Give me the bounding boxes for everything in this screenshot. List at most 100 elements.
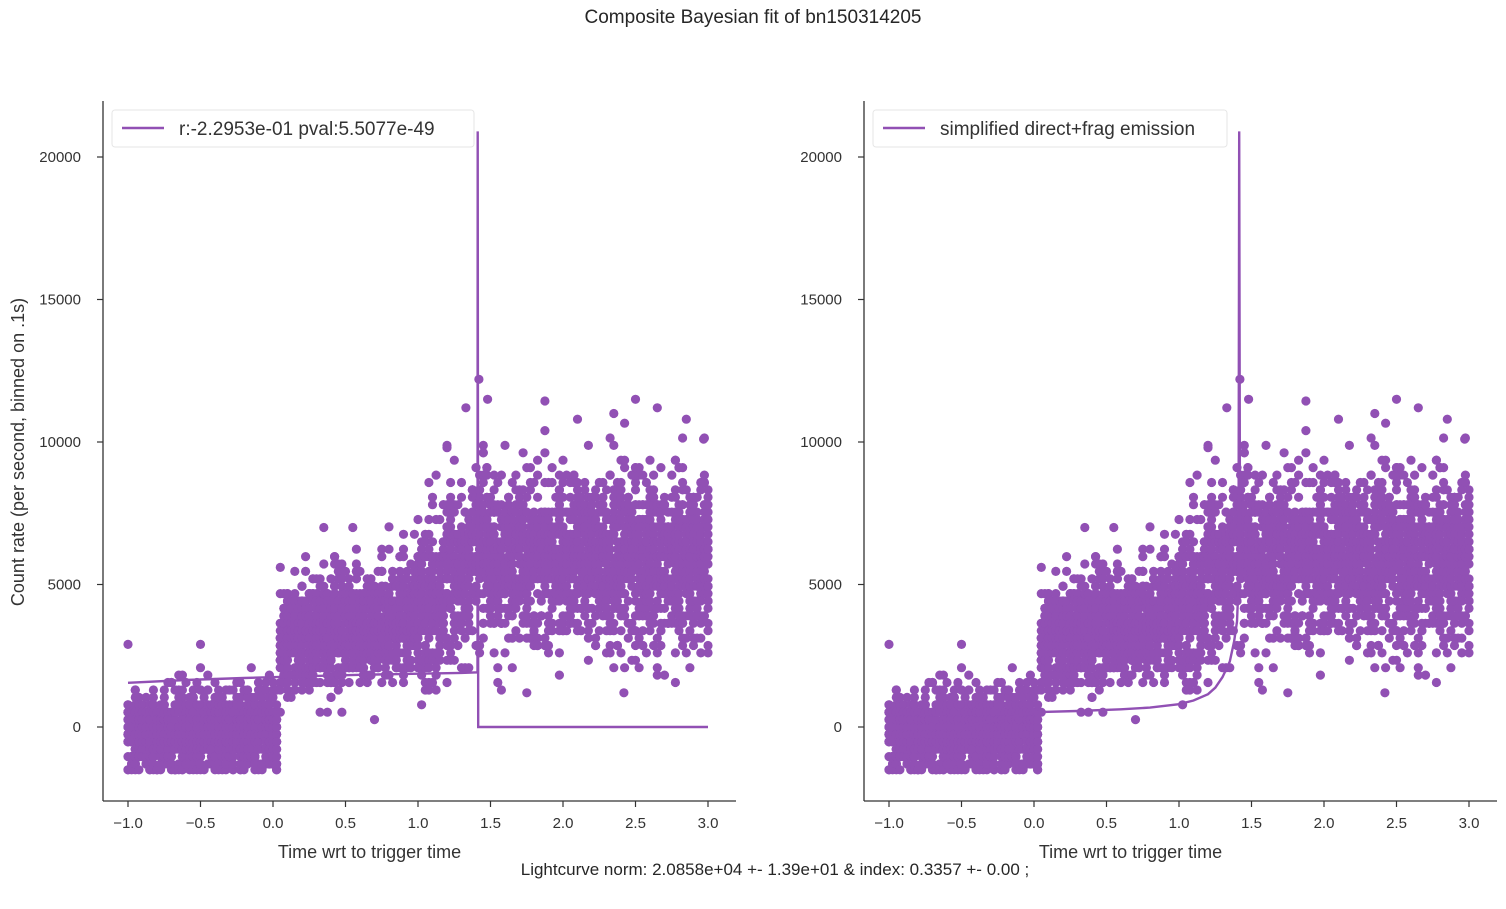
data-point [384,522,394,532]
data-point [525,596,536,606]
data-point [431,685,441,695]
y-tick-label: 20000 [39,149,81,166]
data-point [377,566,387,577]
data-point [703,485,713,495]
data-point [166,752,177,762]
data-point [272,715,282,725]
data-point [330,589,340,599]
data-point [243,685,253,695]
data-point [351,544,361,554]
x-tick-label: 0.0 [263,815,284,832]
data-point [547,477,557,488]
data-point [667,470,677,480]
data-point [609,408,619,419]
data-point [337,574,347,584]
data-point [301,566,311,577]
data-point [163,744,173,754]
data-point [558,455,568,465]
data-point [304,633,314,643]
data-point [620,418,630,428]
data-point [348,596,358,606]
data-point [511,470,521,480]
data-point [159,700,169,710]
data-point [123,700,133,710]
data-point [384,544,394,554]
data-point [322,589,332,599]
data-point [188,707,198,717]
data-point [297,618,307,628]
data-point [333,618,343,628]
data-point [148,700,158,710]
data-point [540,426,550,436]
data-point [456,477,467,488]
data-point [257,692,267,703]
data-point [703,596,713,606]
data-point [344,677,354,688]
data-point [398,677,409,688]
data-point [964,685,974,695]
data-point [330,581,340,591]
data-point [261,685,271,695]
data-point [616,648,626,658]
data-point [699,434,709,444]
data-point [703,544,713,554]
data-point [525,463,536,473]
data-point [964,670,974,680]
y-tick-label: 10000 [39,434,81,451]
data-point [304,603,314,614]
data-point [696,633,706,643]
data-point [195,685,206,695]
data-point [703,648,713,658]
data-point [199,692,209,703]
data-points [123,374,713,775]
data-point [956,663,967,673]
data-point [340,566,351,577]
data-point [275,562,285,573]
x-tick-label: −0.5 [186,815,216,832]
data-point [250,752,260,762]
data-point [195,639,206,650]
data-point [703,618,713,628]
data-point [449,655,459,665]
data-point [195,663,206,673]
data-point [148,692,158,703]
data-point [243,759,253,769]
data-point [362,677,372,688]
data-point [319,522,329,533]
x-tick-label: −1.0 [113,815,143,832]
data-point [583,655,594,665]
data-point [478,633,488,643]
data-point [123,639,133,650]
data-point [630,485,641,495]
data-point [297,640,307,651]
data-point [315,677,325,688]
data-point [315,707,325,717]
data-point [319,581,329,591]
data-point [583,440,594,450]
data-point [942,677,952,688]
data-point [319,626,329,636]
data-point [461,403,471,413]
data-point [398,544,409,554]
data-point [895,765,905,775]
data-point [496,685,506,695]
data-point [228,707,238,717]
data-point [388,677,398,688]
data-point [214,685,224,695]
data-point [282,663,293,673]
data-point [261,752,271,762]
x-tick-label: 0.5 [335,815,356,832]
data-point [304,685,314,695]
data-point [272,737,282,747]
data-point [533,470,543,480]
data-point [137,700,148,710]
y-tick-label: 15000 [39,292,81,309]
data-point [130,685,140,695]
data-point [141,692,151,703]
x-tick-label: 2.5 [625,815,646,832]
data-point [159,692,169,703]
data-point [355,566,365,577]
data-point [253,677,264,688]
data-point [326,692,336,703]
data-point [616,477,626,488]
